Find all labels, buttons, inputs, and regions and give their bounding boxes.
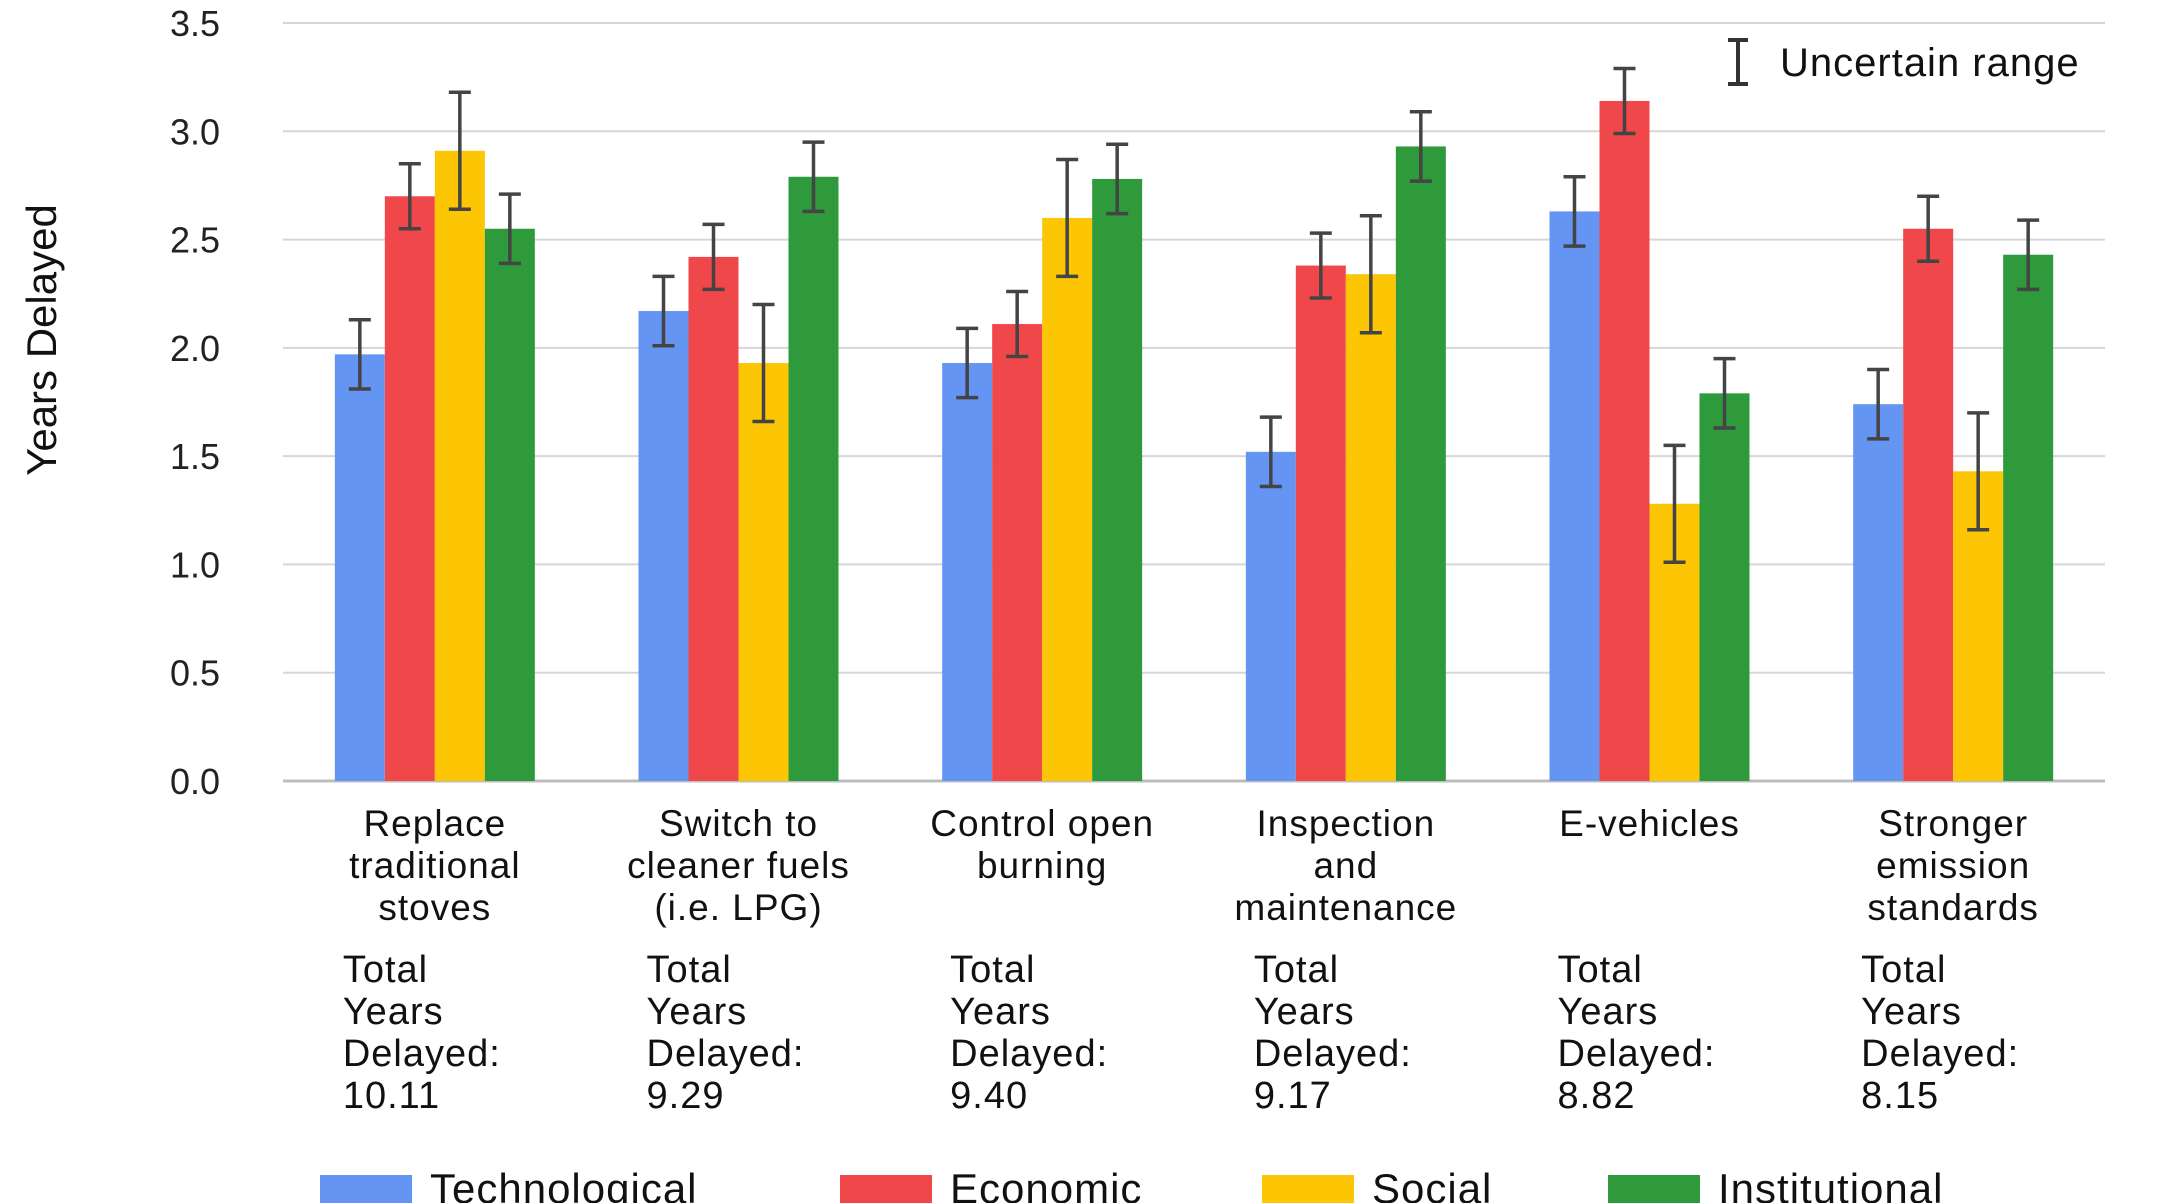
bar-social: [434, 150, 485, 781]
total-years-delayed: Total Years Delayed: 9.40: [950, 949, 1108, 1117]
total-years-labels: Total Years Delayed: 10.11 Total Years Delayed…: [343, 949, 2019, 1117]
y-tick-label: 2.5: [170, 220, 220, 261]
bars: [334, 100, 2054, 782]
bar-institutional: [1092, 178, 1143, 782]
total-years-delayed: Total Years Delayed: 8.82: [1558, 949, 1716, 1117]
legend-item-social: Social: [1262, 1165, 1492, 1203]
legend-swatch: [320, 1175, 412, 1203]
bar-economic: [1295, 265, 1346, 781]
x-axis-categories: Replace traditional stoves Switch to cleaner…: [349, 803, 2039, 928]
y-axis-label: Years Delayed: [18, 204, 65, 476]
uncertain-range-note: Uncertain range: [1728, 38, 2080, 86]
error-bar: [1713, 356, 1736, 430]
bar-technological: [1245, 451, 1296, 781]
error-bar: [1359, 213, 1382, 335]
bar-economic: [688, 256, 739, 781]
bar-technological: [1853, 404, 1904, 781]
category-label: Replace traditional stoves: [349, 803, 520, 928]
bar-economic: [1599, 100, 1650, 782]
error-bar: [1663, 443, 1686, 565]
error-bar: [802, 140, 825, 214]
bar-institutional: [484, 228, 535, 781]
total-years-delayed: Total Years Delayed: 9.29: [647, 949, 805, 1117]
bar-institutional: [1395, 146, 1446, 782]
y-tick-label: 1.5: [170, 436, 220, 477]
error-bar: [702, 222, 725, 292]
total-years-delayed: Total Years Delayed: 10.11: [343, 949, 501, 1117]
error-bar: [1613, 66, 1636, 136]
category-label: E-vehicles: [1559, 803, 1740, 844]
error-bar: [448, 90, 471, 212]
category-label: Inspection and maintenance: [1234, 803, 1457, 928]
bar-technological: [942, 363, 993, 781]
error-bar: [1056, 157, 1079, 279]
error-bar: [1259, 415, 1282, 489]
legend-swatch: [1262, 1175, 1354, 1203]
legend: Technological Economic Social Institutional: [320, 1165, 1943, 1203]
y-tick-label: 1.0: [170, 544, 220, 585]
error-bar: [1967, 411, 1990, 532]
y-tick-label: 3.5: [170, 3, 220, 44]
bar-economic: [1903, 228, 1954, 781]
y-tick-label: 0.0: [170, 761, 220, 802]
category-label: Stronger emission standards: [1867, 803, 2039, 928]
bar-institutional: [2003, 254, 2054, 781]
total-years-delayed: Total Years Delayed: 8.15: [1861, 949, 2019, 1117]
y-tick-label: 3.0: [170, 111, 220, 152]
error-bar: [1563, 175, 1586, 248]
total-years-delayed: Total Years Delayed: 9.17: [1254, 949, 1412, 1117]
category-label: Switch to cleaner fuels (i.e. LPG): [627, 803, 850, 928]
error-bar: [1409, 110, 1432, 183]
error-bars: [348, 66, 2040, 565]
error-bar: [348, 317, 371, 391]
bar-technological: [638, 311, 689, 781]
bar-social: [738, 363, 789, 781]
error-bar: [652, 274, 675, 348]
legend-swatch: [840, 1175, 932, 1203]
error-bar: [1867, 367, 1890, 441]
bar-social: [1042, 217, 1093, 781]
category-label: Control open burning: [930, 803, 1154, 886]
legend-label: Social: [1372, 1165, 1492, 1203]
error-bar: [1917, 194, 1940, 263]
error-bar: [1106, 142, 1129, 216]
error-bar: [398, 162, 421, 231]
bar-institutional: [1699, 393, 1750, 781]
legend-item-institutional: Institutional: [1608, 1165, 1943, 1203]
error-bar: [956, 326, 979, 400]
y-tick-label: 0.5: [170, 653, 220, 694]
gridlines: [283, 22, 2105, 783]
legend-swatch: [1608, 1175, 1700, 1203]
legend-item-economic: Economic: [840, 1165, 1142, 1203]
error-bar-icon: [1728, 38, 1748, 86]
error-bar: [498, 192, 521, 266]
legend-item-technological: Technological: [320, 1165, 698, 1203]
uncertain-range-label: Uncertain range: [1780, 41, 2080, 85]
bar-social: [1345, 274, 1396, 781]
y-axis-ticks: 0.0 0.5 1.0 1.5 2.0 2.5 3.0 3.5: [170, 3, 220, 802]
bar-technological: [1549, 211, 1600, 782]
bar-institutional: [788, 176, 839, 781]
bar-economic: [992, 324, 1043, 781]
error-bar: [2017, 218, 2040, 292]
error-bar: [1309, 231, 1332, 300]
legend-label: Institutional: [1718, 1165, 1943, 1203]
y-tick-label: 2.0: [170, 328, 220, 369]
error-bar: [1006, 289, 1029, 359]
error-bar: [752, 302, 775, 424]
bar-technological: [334, 354, 385, 781]
bar-economic: [384, 196, 435, 781]
legend-label: Technological: [430, 1165, 698, 1203]
legend-label: Economic: [950, 1165, 1142, 1203]
